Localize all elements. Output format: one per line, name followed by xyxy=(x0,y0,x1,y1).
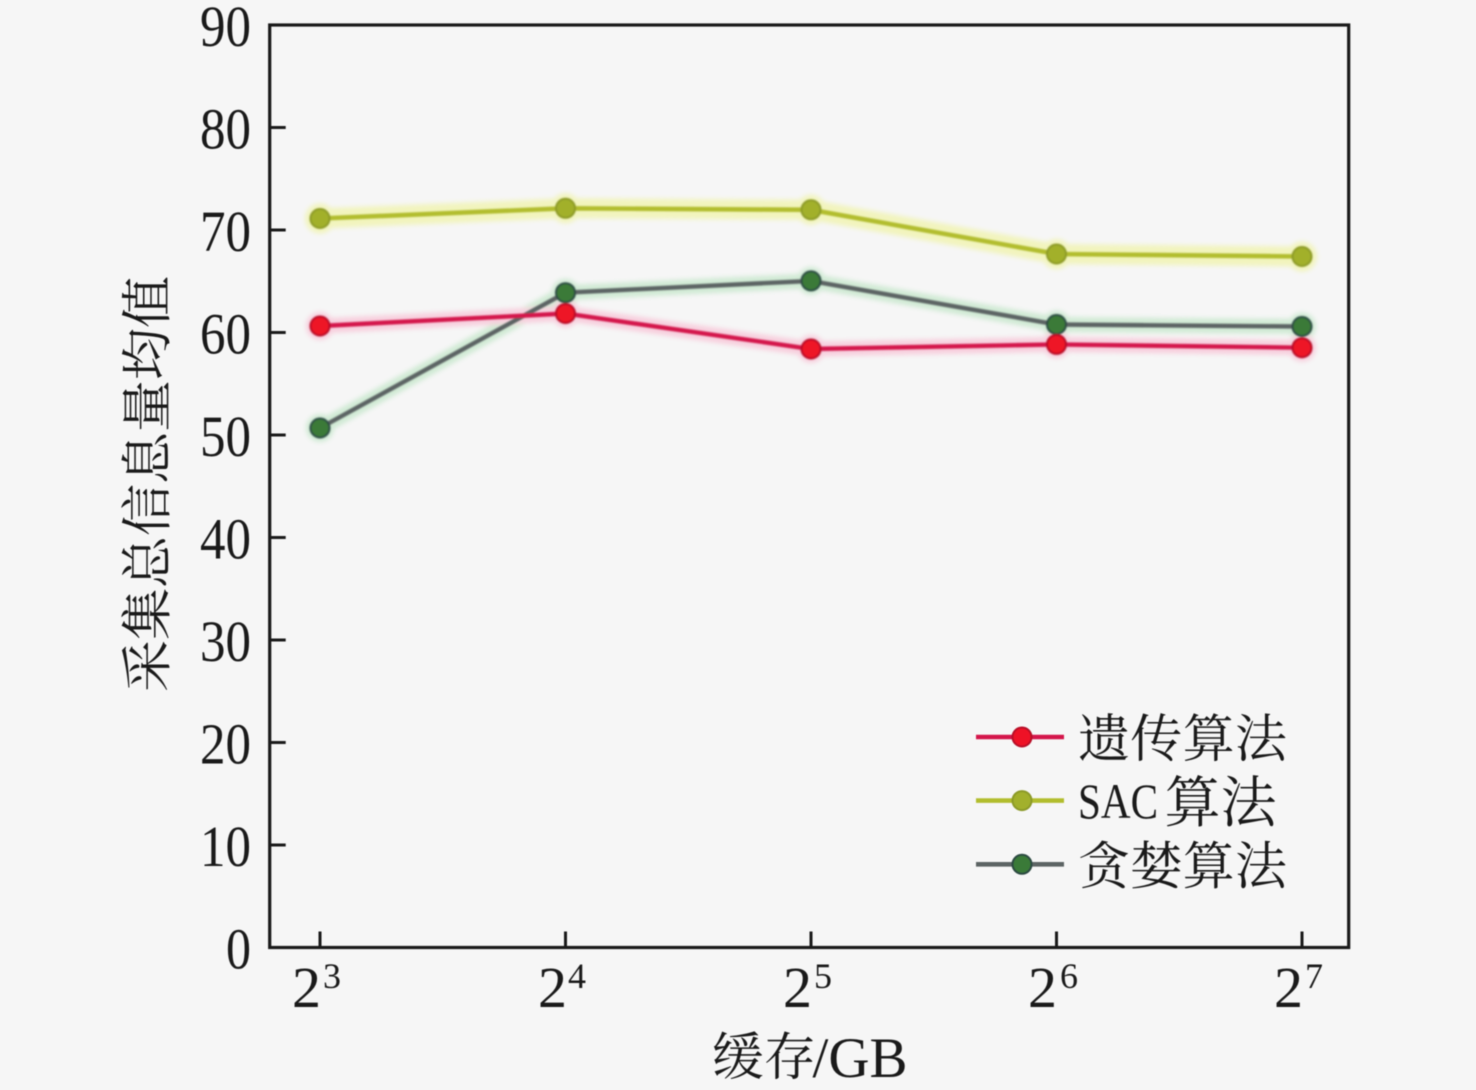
svg-text:SAC: SAC xyxy=(1078,773,1158,829)
svg-text:70: 70 xyxy=(200,199,251,264)
svg-text:6: 6 xyxy=(1060,956,1078,996)
svg-text:5: 5 xyxy=(814,956,832,996)
svg-text:0: 0 xyxy=(226,917,251,982)
svg-text:4: 4 xyxy=(568,956,586,996)
svg-text:20: 20 xyxy=(200,712,251,777)
svg-text:7: 7 xyxy=(1305,956,1323,996)
svg-text:2: 2 xyxy=(1274,955,1303,1020)
svg-text:10: 10 xyxy=(200,814,251,879)
svg-text:60: 60 xyxy=(200,302,251,367)
svg-text:50: 50 xyxy=(200,404,251,469)
svg-text:90: 90 xyxy=(200,0,251,59)
svg-text:2: 2 xyxy=(1028,955,1057,1020)
svg-text:3: 3 xyxy=(323,956,341,996)
svg-text:2: 2 xyxy=(538,955,567,1020)
svg-text:2: 2 xyxy=(292,955,321,1020)
svg-text:40: 40 xyxy=(200,507,251,572)
svg-text:2: 2 xyxy=(783,955,812,1020)
svg-text:30: 30 xyxy=(200,609,251,674)
svg-text:/GB: /GB xyxy=(813,1027,908,1090)
svg-text:80: 80 xyxy=(200,97,251,162)
